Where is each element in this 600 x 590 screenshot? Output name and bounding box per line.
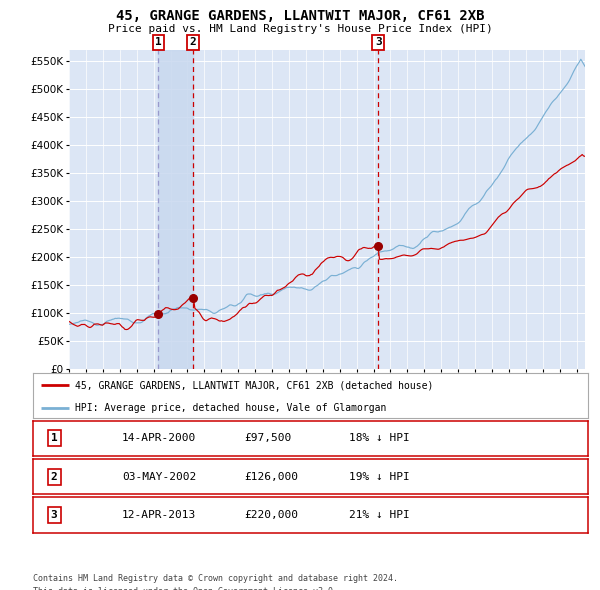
Text: Price paid vs. HM Land Registry's House Price Index (HPI): Price paid vs. HM Land Registry's House … <box>107 24 493 34</box>
Text: 14-APR-2000: 14-APR-2000 <box>122 434 196 443</box>
Text: 12-APR-2013: 12-APR-2013 <box>122 510 196 520</box>
Text: 45, GRANGE GARDENS, LLANTWIT MAJOR, CF61 2XB: 45, GRANGE GARDENS, LLANTWIT MAJOR, CF61… <box>116 9 484 23</box>
Text: £220,000: £220,000 <box>244 510 298 520</box>
Text: 2: 2 <box>190 37 197 47</box>
Text: 21% ↓ HPI: 21% ↓ HPI <box>349 510 410 520</box>
Text: 3: 3 <box>375 37 382 47</box>
Text: 03-MAY-2002: 03-MAY-2002 <box>122 472 196 481</box>
Text: £97,500: £97,500 <box>244 434 291 443</box>
Text: 45, GRANGE GARDENS, LLANTWIT MAJOR, CF61 2XB (detached house): 45, GRANGE GARDENS, LLANTWIT MAJOR, CF61… <box>74 381 433 391</box>
Text: 1: 1 <box>155 37 162 47</box>
Text: 18% ↓ HPI: 18% ↓ HPI <box>349 434 410 443</box>
Text: 3: 3 <box>51 510 58 520</box>
Text: £126,000: £126,000 <box>244 472 298 481</box>
Text: Contains HM Land Registry data © Crown copyright and database right 2024.: Contains HM Land Registry data © Crown c… <box>33 574 398 583</box>
Text: This data is licensed under the Open Government Licence v3.0.: This data is licensed under the Open Gov… <box>33 587 338 590</box>
Text: HPI: Average price, detached house, Vale of Glamorgan: HPI: Average price, detached house, Vale… <box>74 403 386 413</box>
Text: 2: 2 <box>51 472 58 481</box>
Text: 19% ↓ HPI: 19% ↓ HPI <box>349 472 410 481</box>
Bar <box>158 50 193 369</box>
Text: 1: 1 <box>51 434 58 443</box>
